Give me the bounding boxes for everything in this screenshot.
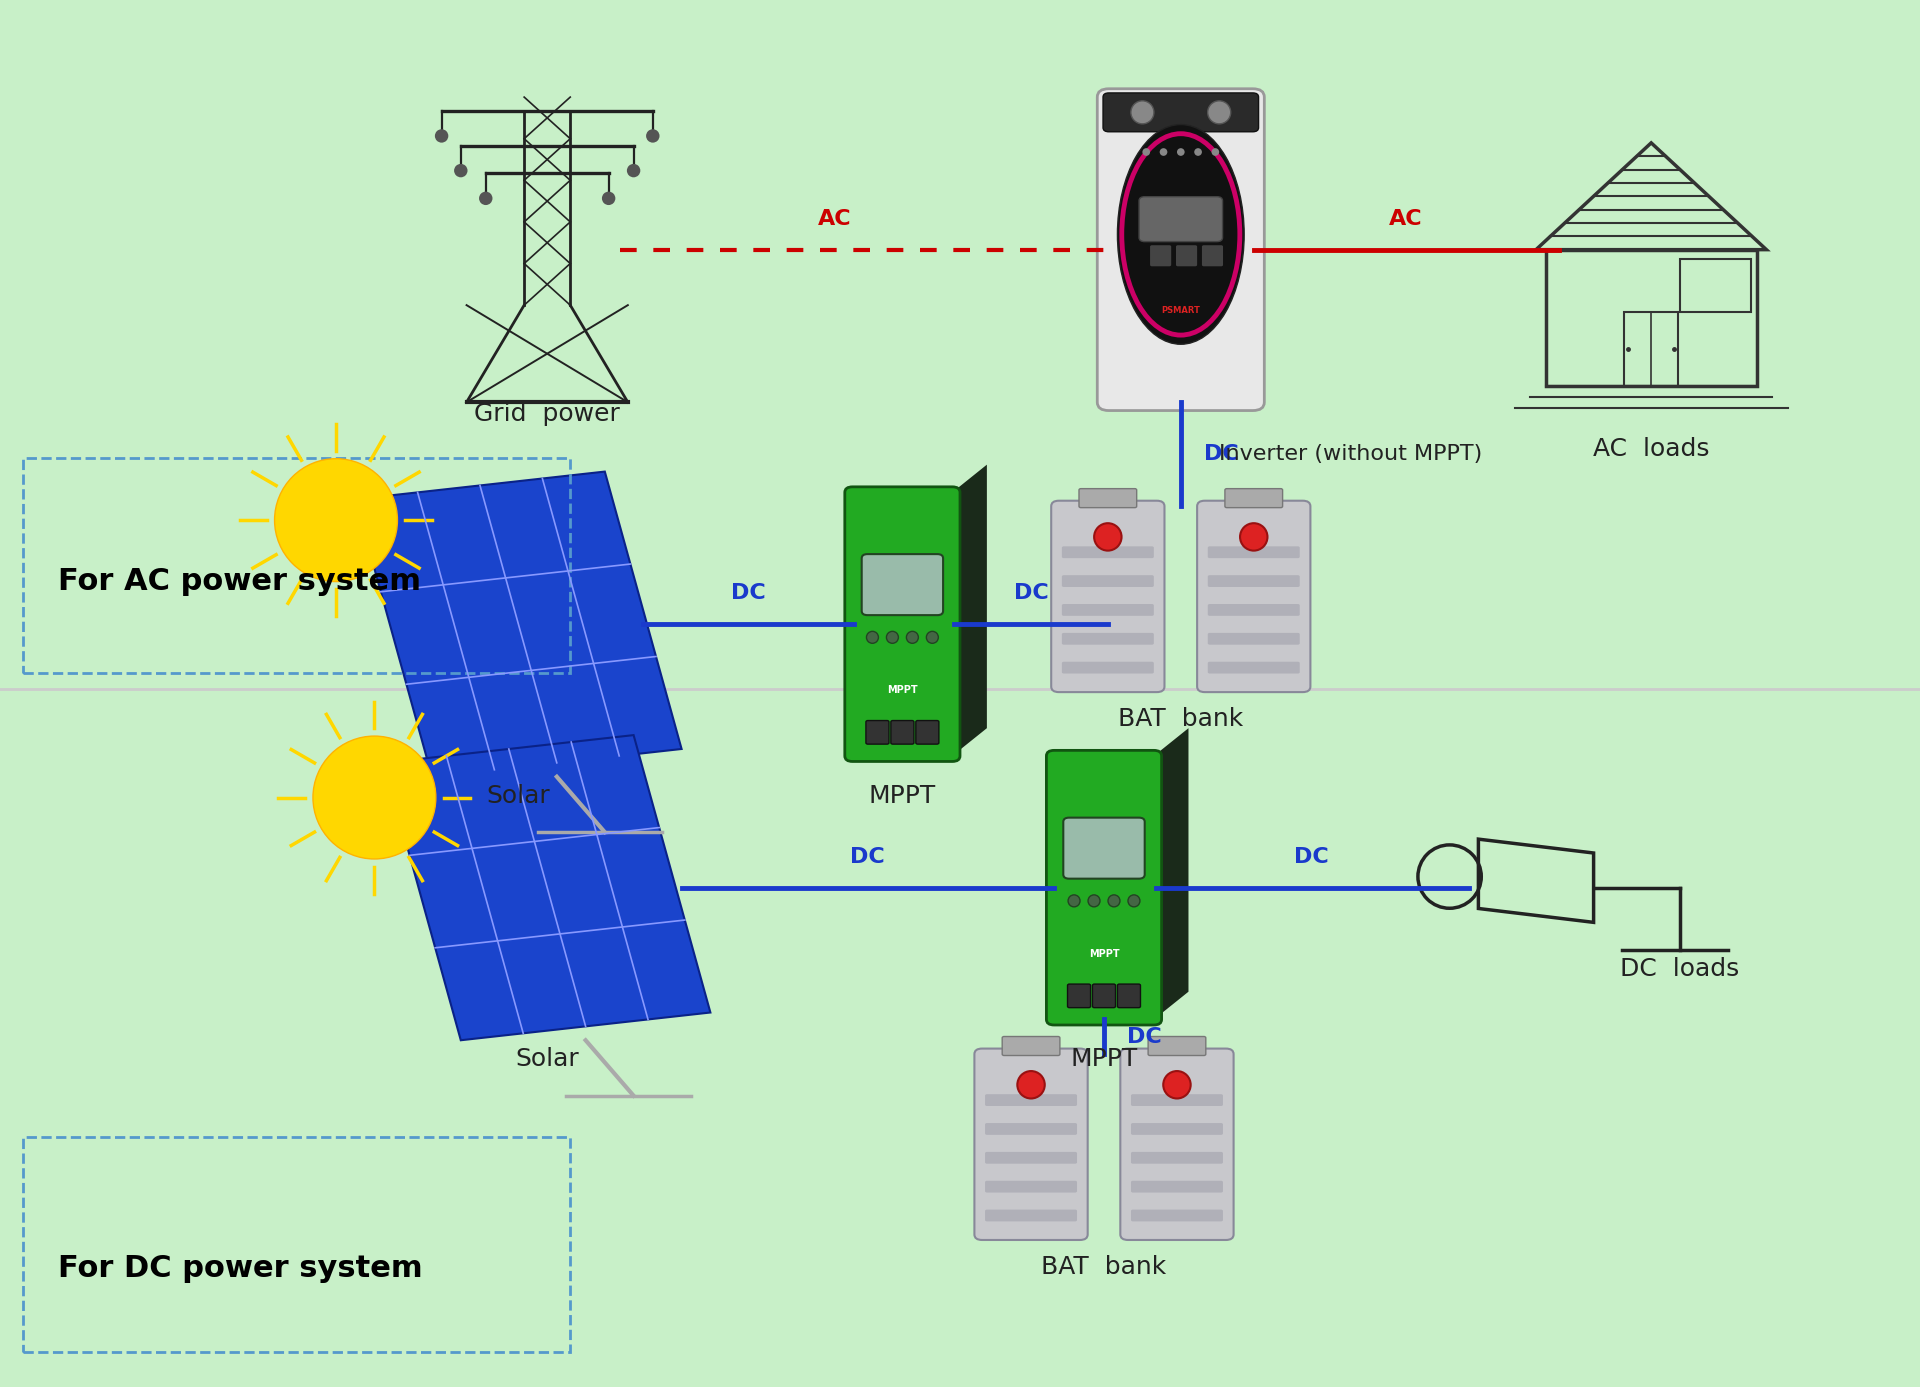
FancyBboxPatch shape: [1062, 546, 1154, 558]
Ellipse shape: [1068, 895, 1081, 907]
FancyBboxPatch shape: [1198, 501, 1309, 692]
Text: BAT  bank: BAT bank: [1041, 1255, 1167, 1279]
FancyBboxPatch shape: [1131, 1151, 1223, 1164]
FancyBboxPatch shape: [985, 1123, 1077, 1135]
Text: DC: DC: [1294, 847, 1329, 867]
Ellipse shape: [601, 191, 614, 205]
FancyBboxPatch shape: [1046, 750, 1162, 1025]
Text: Solar: Solar: [515, 1047, 580, 1071]
Text: Solar: Solar: [486, 784, 551, 807]
Text: PSMART: PSMART: [1162, 307, 1200, 315]
Ellipse shape: [1018, 1071, 1044, 1099]
Ellipse shape: [453, 164, 468, 178]
Text: MPPT: MPPT: [887, 685, 918, 695]
FancyBboxPatch shape: [1119, 1049, 1235, 1240]
Ellipse shape: [1208, 101, 1231, 123]
Text: For DC power system: For DC power system: [58, 1254, 422, 1283]
Ellipse shape: [866, 631, 879, 644]
Text: MPPT: MPPT: [1089, 949, 1119, 958]
Text: DC  loads: DC loads: [1620, 957, 1740, 981]
FancyBboxPatch shape: [1139, 197, 1223, 241]
FancyBboxPatch shape: [1208, 632, 1300, 645]
FancyBboxPatch shape: [1208, 662, 1300, 674]
FancyBboxPatch shape: [1175, 245, 1198, 266]
FancyBboxPatch shape: [866, 721, 889, 743]
FancyBboxPatch shape: [1131, 1094, 1223, 1105]
FancyBboxPatch shape: [1062, 576, 1154, 587]
FancyBboxPatch shape: [1208, 546, 1300, 558]
Ellipse shape: [1194, 148, 1202, 155]
Text: DC: DC: [732, 584, 766, 603]
FancyBboxPatch shape: [891, 721, 914, 743]
Ellipse shape: [1117, 125, 1244, 344]
FancyBboxPatch shape: [1062, 662, 1154, 674]
Text: AC  loads: AC loads: [1594, 437, 1709, 460]
Ellipse shape: [1177, 148, 1185, 155]
Text: AC: AC: [818, 209, 852, 229]
FancyBboxPatch shape: [1117, 985, 1140, 1008]
Ellipse shape: [1131, 101, 1154, 123]
FancyBboxPatch shape: [1202, 245, 1223, 266]
FancyBboxPatch shape: [973, 1049, 1087, 1240]
FancyBboxPatch shape: [862, 553, 943, 616]
Text: For AC power system: For AC power system: [58, 567, 420, 596]
FancyBboxPatch shape: [1062, 632, 1154, 645]
FancyBboxPatch shape: [1098, 89, 1263, 411]
Text: DC: DC: [1127, 1026, 1162, 1047]
Ellipse shape: [313, 736, 436, 859]
Ellipse shape: [434, 129, 447, 143]
FancyBboxPatch shape: [985, 1180, 1077, 1193]
Polygon shape: [1154, 728, 1188, 1019]
FancyBboxPatch shape: [1102, 93, 1260, 132]
FancyBboxPatch shape: [916, 721, 939, 743]
Ellipse shape: [1089, 895, 1100, 907]
FancyBboxPatch shape: [1092, 985, 1116, 1008]
FancyBboxPatch shape: [1068, 985, 1091, 1008]
Text: DC: DC: [1014, 584, 1048, 603]
FancyBboxPatch shape: [1208, 605, 1300, 616]
FancyBboxPatch shape: [845, 487, 960, 761]
Ellipse shape: [887, 631, 899, 644]
Text: BAT  bank: BAT bank: [1117, 707, 1244, 731]
FancyBboxPatch shape: [1208, 576, 1300, 587]
FancyBboxPatch shape: [1064, 818, 1144, 879]
Ellipse shape: [1164, 1071, 1190, 1099]
Text: Inverter (without MPPT): Inverter (without MPPT): [1219, 444, 1482, 463]
Text: DC: DC: [851, 847, 885, 867]
Ellipse shape: [1108, 895, 1119, 907]
Ellipse shape: [1142, 148, 1150, 155]
Ellipse shape: [1212, 148, 1219, 155]
Text: AC: AC: [1388, 209, 1423, 229]
FancyBboxPatch shape: [1131, 1180, 1223, 1193]
Ellipse shape: [1240, 523, 1267, 551]
Text: MPPT: MPPT: [868, 784, 937, 807]
FancyBboxPatch shape: [1062, 605, 1154, 616]
FancyBboxPatch shape: [1131, 1123, 1223, 1135]
Text: Grid  power: Grid power: [474, 402, 620, 426]
Ellipse shape: [626, 164, 639, 178]
FancyBboxPatch shape: [985, 1094, 1077, 1105]
Ellipse shape: [1094, 523, 1121, 551]
Polygon shape: [384, 735, 710, 1040]
FancyBboxPatch shape: [985, 1151, 1077, 1164]
Ellipse shape: [1127, 895, 1140, 907]
FancyBboxPatch shape: [1052, 501, 1164, 692]
Ellipse shape: [645, 129, 660, 143]
FancyBboxPatch shape: [1148, 1036, 1206, 1056]
FancyBboxPatch shape: [1002, 1036, 1060, 1056]
Polygon shape: [355, 472, 682, 777]
Ellipse shape: [906, 631, 918, 644]
FancyBboxPatch shape: [1150, 245, 1171, 266]
Polygon shape: [952, 465, 987, 756]
FancyBboxPatch shape: [1131, 1209, 1223, 1222]
FancyBboxPatch shape: [985, 1209, 1077, 1222]
Text: MPPT: MPPT: [1069, 1047, 1139, 1071]
FancyBboxPatch shape: [1079, 488, 1137, 508]
Ellipse shape: [925, 631, 939, 644]
FancyBboxPatch shape: [1225, 488, 1283, 508]
Ellipse shape: [275, 459, 397, 581]
Text: DC: DC: [1204, 444, 1238, 465]
Ellipse shape: [1160, 148, 1167, 155]
Ellipse shape: [478, 191, 492, 205]
